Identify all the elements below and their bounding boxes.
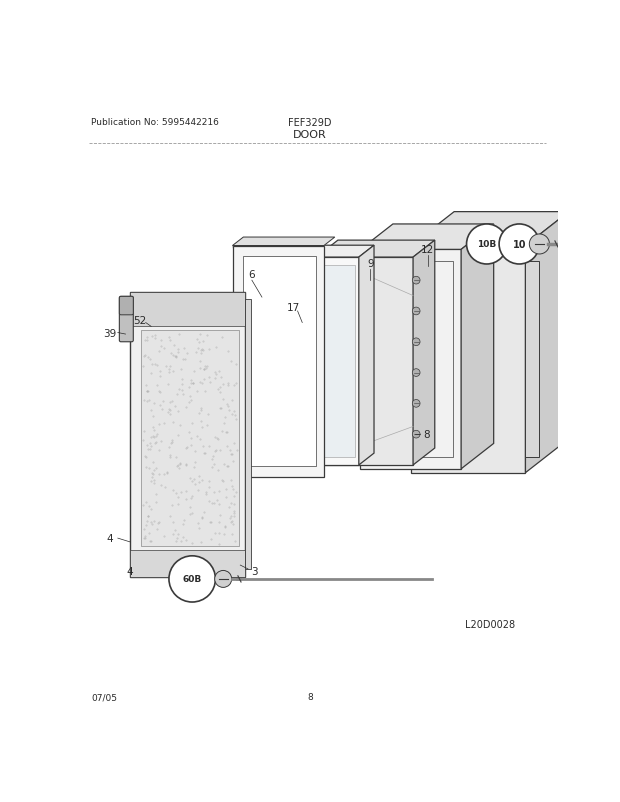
Circle shape (412, 369, 420, 377)
Circle shape (412, 400, 420, 407)
Polygon shape (275, 257, 359, 465)
Polygon shape (316, 257, 413, 465)
Polygon shape (526, 261, 539, 458)
Polygon shape (130, 293, 245, 577)
Polygon shape (130, 293, 245, 327)
Text: FEF329D: FEF329D (288, 118, 332, 128)
Polygon shape (410, 213, 569, 246)
Circle shape (412, 431, 420, 439)
Circle shape (412, 277, 420, 285)
Polygon shape (243, 257, 316, 466)
Text: 10: 10 (513, 240, 526, 249)
FancyBboxPatch shape (119, 297, 133, 342)
Polygon shape (232, 237, 335, 246)
Circle shape (467, 225, 507, 265)
Text: Publication No: 5995442216: Publication No: 5995442216 (92, 118, 219, 127)
Text: DOOR: DOOR (293, 130, 327, 140)
Circle shape (529, 235, 549, 255)
Text: 07/05: 07/05 (92, 692, 117, 701)
Text: 39: 39 (104, 328, 117, 338)
Text: 4: 4 (127, 566, 133, 577)
Text: 4: 4 (107, 533, 113, 544)
Text: 8: 8 (423, 430, 430, 439)
Text: 10B: 10B (477, 240, 497, 249)
Text: 52: 52 (133, 316, 146, 326)
Circle shape (412, 308, 420, 315)
Text: 8: 8 (307, 692, 313, 701)
Polygon shape (316, 241, 435, 257)
Circle shape (499, 225, 539, 265)
Polygon shape (283, 265, 355, 458)
Polygon shape (413, 241, 435, 465)
Polygon shape (130, 550, 245, 577)
Polygon shape (141, 330, 239, 546)
Text: 3: 3 (251, 566, 257, 577)
Text: 12: 12 (421, 245, 435, 255)
Polygon shape (359, 246, 374, 465)
Circle shape (169, 556, 216, 602)
Polygon shape (245, 300, 251, 569)
Polygon shape (275, 246, 374, 257)
Text: 60B: 60B (182, 575, 202, 584)
Polygon shape (360, 250, 461, 469)
Text: eReplacementParts.com: eReplacementParts.com (258, 422, 378, 432)
Text: 6: 6 (249, 269, 255, 280)
FancyBboxPatch shape (119, 297, 133, 315)
Text: L20D0028: L20D0028 (465, 619, 515, 630)
Text: 9: 9 (367, 259, 374, 269)
Polygon shape (360, 225, 494, 250)
Circle shape (412, 338, 420, 346)
Text: 17: 17 (286, 302, 299, 313)
Polygon shape (526, 213, 569, 473)
Polygon shape (410, 246, 526, 473)
Polygon shape (461, 225, 494, 469)
Polygon shape (232, 246, 324, 477)
Circle shape (215, 571, 232, 588)
